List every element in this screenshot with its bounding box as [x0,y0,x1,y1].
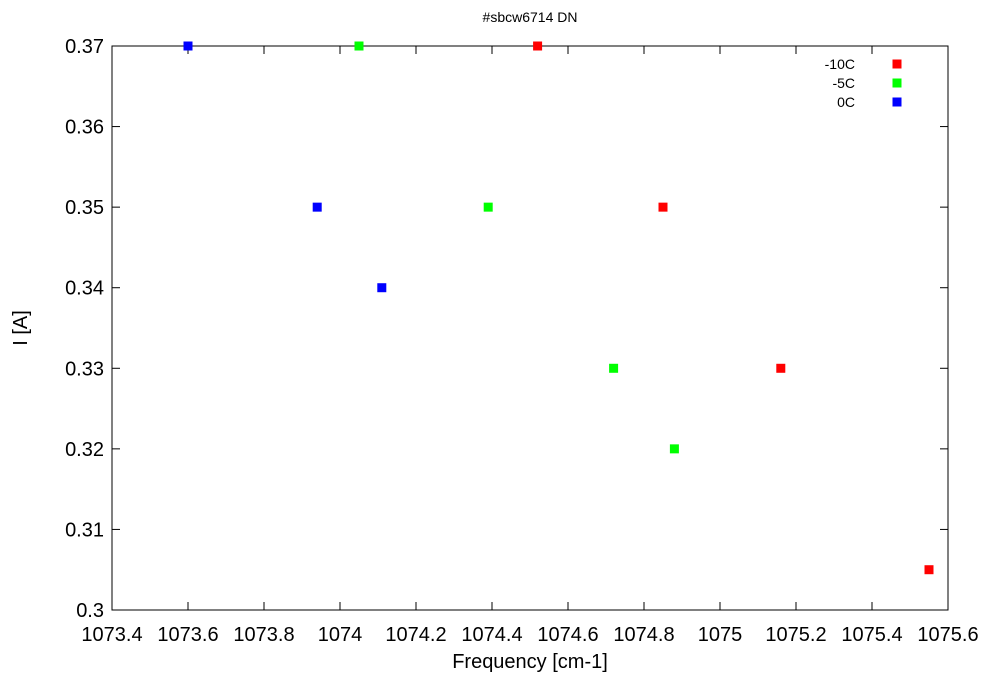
y-tick-label: 0.32 [65,439,104,461]
data-point [483,202,493,212]
y-tick-label: 0.33 [65,358,104,380]
data-point [183,41,193,51]
x-tick-label: 1074.6 [537,624,598,646]
legend-marker [892,59,902,69]
data-point [533,41,543,51]
data-point [609,363,619,373]
x-tick-label: 1075.6 [917,624,978,646]
data-point [354,41,364,51]
y-tick-label: 0.31 [65,519,104,541]
y-tick-label: 0.36 [65,117,104,139]
data-point [776,363,786,373]
legend-marker [892,78,902,88]
x-tick-label: 1074 [318,624,363,646]
y-tick-label: 0.3 [76,600,104,622]
legend-label: -10C [825,56,855,72]
data-point [377,283,387,293]
data-point [312,202,322,212]
y-tick-label: 0.35 [65,197,104,219]
data-point [669,444,679,454]
y-tick-label: 0.37 [65,36,104,58]
x-tick-label: 1074.4 [461,624,522,646]
chart-title: #sbcw6714 DN [483,9,578,25]
y-axis-label: I [A] [10,310,32,346]
legend-label: -5C [832,75,855,91]
x-axis-label: Frequency [cm-1] [452,651,608,673]
legend-marker [892,97,902,107]
x-tick-label: 1075 [698,624,743,646]
x-tick-label: 1074.8 [613,624,674,646]
data-point [924,565,934,575]
legend-label: 0C [837,94,855,110]
x-tick-label: 1073.4 [81,624,142,646]
x-tick-label: 1074.2 [385,624,446,646]
plot-frame [111,45,949,611]
x-tick-label: 1073.8 [233,624,294,646]
data-point [658,202,668,212]
x-tick-label: 1075.2 [765,624,826,646]
x-tick-label: 1075.4 [841,624,902,646]
x-tick-label: 1073.6 [157,624,218,646]
y-tick-label: 0.34 [65,278,104,300]
